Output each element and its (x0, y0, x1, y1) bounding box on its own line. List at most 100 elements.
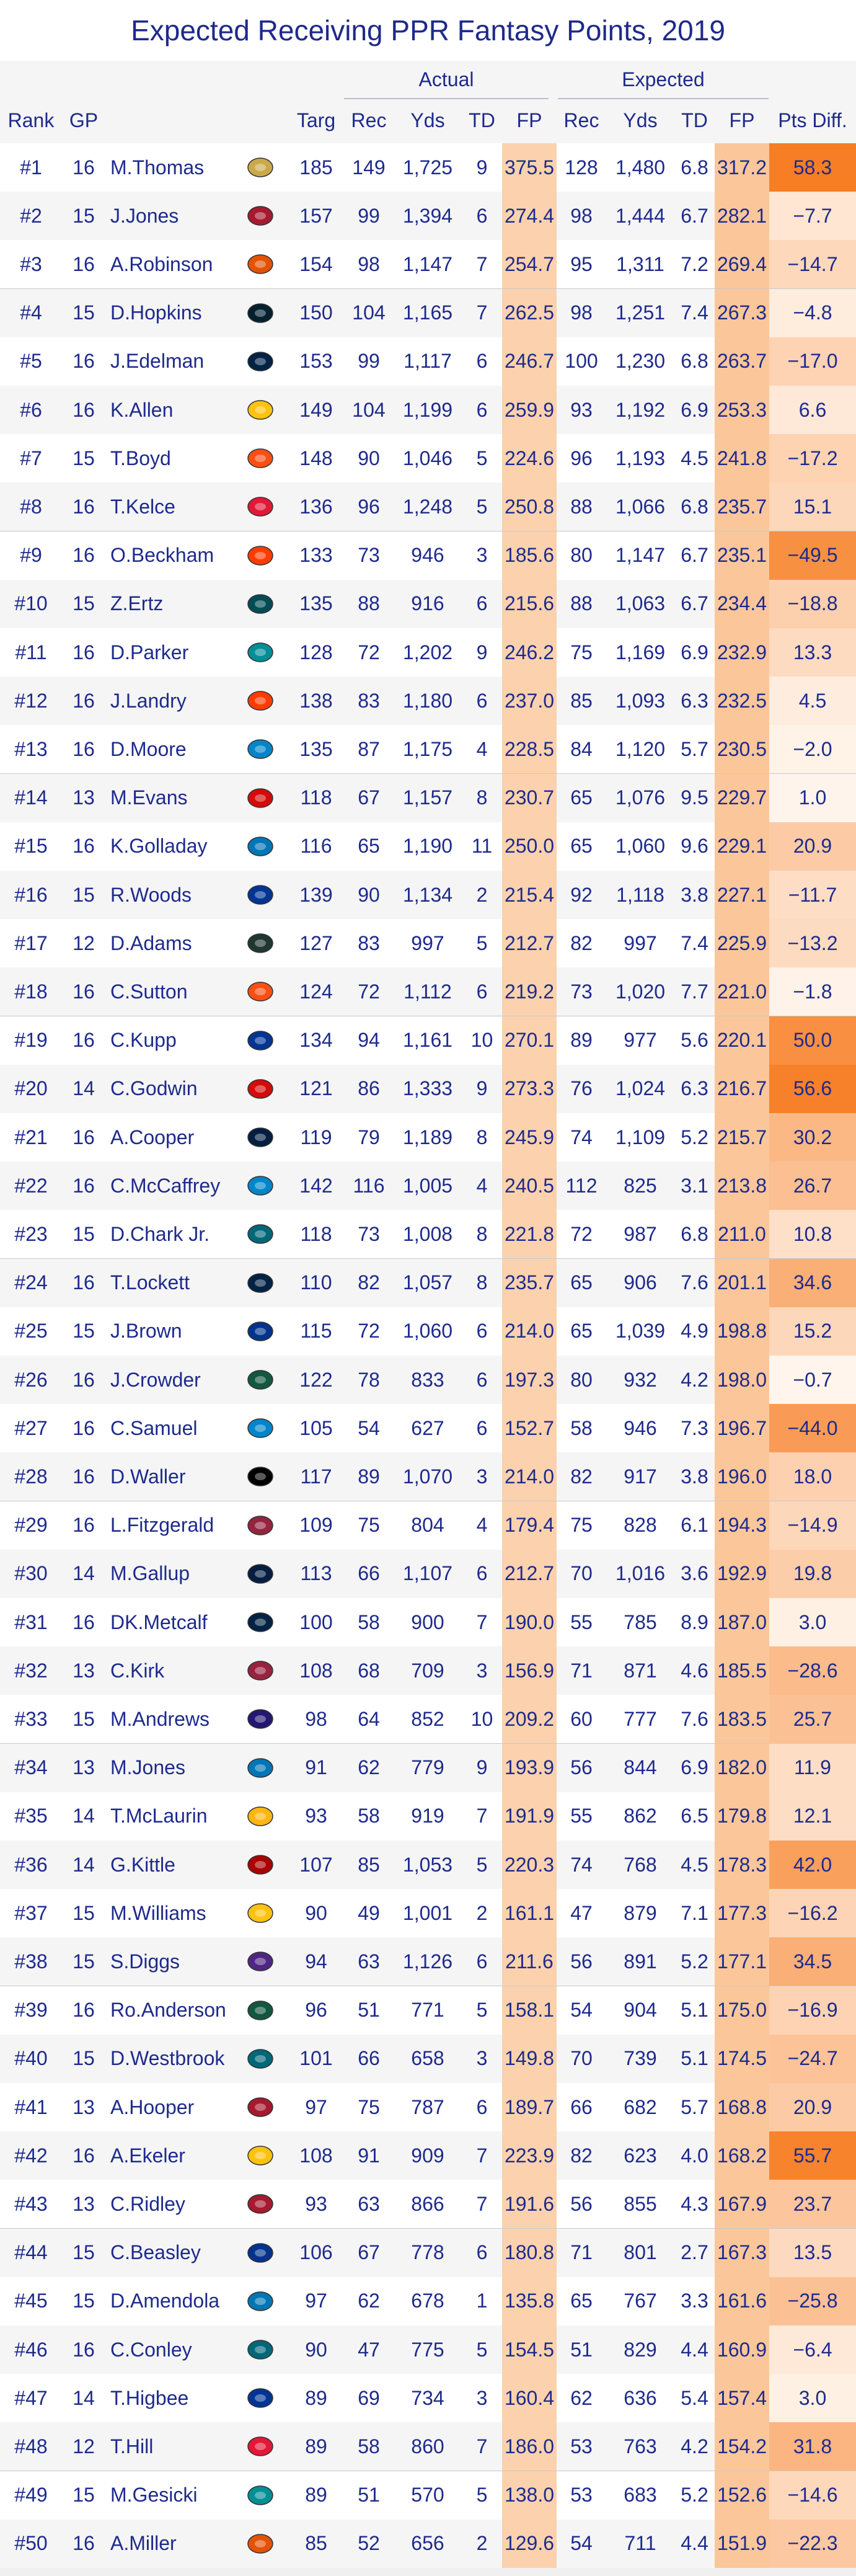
actual-yds-cell: 787 (411, 2095, 444, 2118)
pts-diff-cell: −0.7 (769, 1356, 856, 1404)
actual-td-cell: 6 (476, 350, 488, 373)
gp-cell: 16 (73, 1514, 95, 1537)
actual-td-cell: 5 (476, 2484, 488, 2507)
table-row: #27 16 C.Samuel 105 54 627 6 152.7 58 946 7.3 196.7… (0, 1404, 856, 1454)
table-row: #41 13 A.Hooper 97 75 787 6 189.7 66 682 5.7 168.8 2… (0, 2083, 856, 2132)
pts-diff-cell: 58.3 (769, 143, 856, 192)
expected-td-cell: 4.2 (681, 2435, 708, 2458)
gp-cell: 15 (73, 592, 95, 615)
expected-td-cell: 6.9 (681, 1756, 708, 1779)
player-name: C.Kupp (110, 1029, 177, 1052)
expected-yds-cell: 977 (624, 1029, 657, 1052)
actual-fp-cell: 129.6 (502, 2519, 557, 2568)
expected-td-cell: 6.7 (681, 592, 708, 615)
player-name: J.Crowder (110, 1368, 201, 1391)
expected-rec-cell: 74 (570, 1853, 593, 1876)
actual-rec-cell: 149 (352, 156, 386, 179)
expected-td-cell: 5.7 (681, 2095, 708, 2118)
gp-cell: 15 (73, 1222, 95, 1245)
player-name: M.Jones (110, 1756, 185, 1779)
actual-fp-cell: 250.0 (502, 822, 557, 871)
gp-cell: 15 (73, 204, 95, 227)
actual-yds-cell: 860 (411, 2435, 444, 2458)
expected-fp-cell: 177.3 (715, 1889, 769, 1938)
actual-yds-cell: 1,005 (402, 1174, 453, 1197)
expected-fp-cell: 220.1 (715, 1016, 769, 1065)
expected-yds-cell: 763 (624, 2435, 657, 2458)
expected-fp-cell: 253.3 (715, 386, 769, 434)
expected-td-cell: 9.5 (681, 786, 708, 809)
actual-yds-cell: 919 (411, 1805, 444, 1828)
gp-cell: 14 (73, 1853, 95, 1876)
gp-cell: 16 (73, 156, 95, 179)
expected-fp-cell: 229.7 (715, 773, 769, 822)
pts-diff-cell: 30.2 (769, 1113, 856, 1161)
expected-fp-cell: 215.7 (715, 1113, 769, 1161)
actual-td-cell: 6 (476, 592, 488, 615)
actual-yds-cell: 1,126 (402, 1950, 453, 1973)
actual-rec-cell: 54 (358, 1416, 380, 1439)
actual-fp-cell: 245.9 (502, 1113, 557, 1161)
actual-td-cell: 6 (476, 204, 488, 227)
team-logo-icon (242, 1655, 279, 1686)
expected-fp-cell: 269.4 (715, 240, 769, 289)
gp-cell: 15 (73, 2290, 95, 2312)
team-logo-icon (242, 1703, 279, 1734)
actual-td-cell: 7 (476, 1805, 488, 1828)
expected-td-cell: 4.0 (681, 2144, 708, 2167)
table-row: #4 15 D.Hopkins 150 104 1,165 7 262.5 98 1,251 7.4… (0, 288, 856, 338)
actual-fp-cell: 259.9 (502, 386, 557, 434)
expected-rec-cell: 53 (570, 2484, 593, 2507)
gp-cell: 16 (73, 252, 95, 275)
expected-rec-cell: 80 (570, 544, 593, 567)
rank-cell: #31 (14, 1610, 48, 1633)
gp-cell: 14 (73, 1562, 95, 1585)
player-name: T.Higbee (110, 2386, 189, 2409)
gp-cell: 13 (73, 2095, 95, 2118)
table-row: #25 15 J.Brown 115 72 1,060 6 214.0 65 1,039 4.9 19… (0, 1307, 856, 1356)
expected-yds-cell: 801 (624, 2241, 657, 2264)
player-name: O.Beckham (110, 544, 214, 567)
col-header-actual-td: TD (469, 109, 495, 131)
expected-fp-cell: 263.7 (715, 337, 769, 386)
expected-rec-cell: 70 (570, 2047, 593, 2070)
expected-fp-cell: 211.0 (715, 1210, 769, 1259)
pts-diff-cell: −16.2 (769, 1889, 856, 1938)
team-logo-icon (242, 685, 279, 716)
player-name: D.Westbrook (110, 2047, 225, 2070)
expected-fp-cell: 187.0 (715, 1598, 769, 1646)
expected-yds-cell: 1,093 (615, 689, 666, 712)
targ-cell: 153 (299, 350, 333, 373)
expected-rec-cell: 93 (570, 398, 593, 421)
actual-td-cell: 4 (476, 1514, 488, 1537)
team-logo-icon (242, 1510, 279, 1541)
table-row: #28 16 D.Waller 117 89 1,070 3 214.0 82 917 3.8 196… (0, 1452, 856, 1502)
actual-fp-cell: 160.4 (502, 2374, 557, 2423)
table-row: #44 15 C.Beasley 106 67 778 6 180.8 71 801 2.7 167.… (0, 2228, 856, 2278)
actual-td-cell: 6 (476, 2241, 488, 2264)
actual-yds-cell: 900 (411, 1610, 444, 1633)
actual-rec-cell: 65 (358, 835, 380, 858)
player-name: C.McCaffrey (110, 1174, 221, 1197)
rank-cell: #42 (14, 2144, 48, 2167)
expected-yds-cell: 682 (624, 2095, 657, 2118)
col-header-rank: Rank (7, 109, 55, 131)
rank-cell: #32 (14, 1659, 48, 1682)
expected-rec-cell: 56 (570, 1756, 593, 1779)
expected-td-cell: 3.8 (681, 1465, 708, 1488)
player-name: D.Chark Jr. (110, 1222, 210, 1245)
team-logo-icon (242, 200, 279, 231)
gp-cell: 16 (73, 1126, 95, 1148)
actual-fp-cell: 230.7 (502, 773, 557, 822)
actual-rec-cell: 75 (358, 1514, 380, 1537)
expected-fp-cell: 194.3 (715, 1501, 769, 1550)
actual-yds-cell: 1,190 (402, 835, 453, 858)
rank-cell: #17 (14, 931, 48, 954)
actual-td-cell: 2 (476, 2532, 488, 2555)
actual-td-cell: 6 (476, 1368, 488, 1391)
actual-td-cell: 2 (476, 1901, 488, 1924)
rank-cell: #41 (14, 2095, 48, 2118)
actual-yds-cell: 1,112 (404, 980, 452, 1003)
actual-td-cell: 9 (476, 1077, 488, 1100)
actual-rec-cell: 67 (358, 2241, 380, 2264)
